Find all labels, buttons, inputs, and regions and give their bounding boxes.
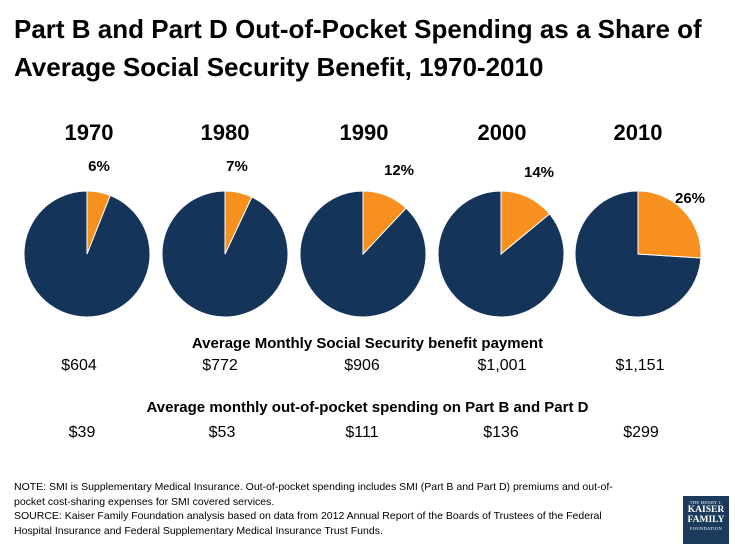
oop-value-1990: $111 [345,424,379,441]
pie-charts: 6% 7% 12% 14% 26% [23,158,705,318]
year-label-1980: 1980 [200,120,250,145]
benefit-heading: Average Monthly Social Security benefit … [191,335,544,352]
pie-slice-oop-2010 [637,190,702,259]
note-line-1: NOTE: SMI is Supplementary Medical Insur… [14,481,613,493]
footnote: NOTE: SMI is Supplementary Medical Insur… [14,480,654,538]
pie-label-2000: 14% [524,164,554,181]
oop-value-1980: $53 [208,424,236,441]
oop-value-1970: $39 [68,424,96,441]
note-line-2: pocket cost-sharing expenses for SMI cov… [14,495,275,508]
benefit-value-1980: $772 [202,357,238,374]
logo-line-1: THE HENRY J. [689,500,723,505]
year-label-2010: 2010 [613,120,663,145]
logo-line-4: FOUNDATION [690,526,722,531]
logo-line-3: FAMILY [687,515,725,525]
source-line-2: Hospital Insurance and Federal Supplemen… [14,524,383,537]
pie-slice-oop-1980 [224,190,253,255]
chart-title: Part B and Part D Out-of-Pocket Spending… [14,10,729,86]
year-label-1970: 1970 [64,120,114,145]
pie-slice-oop-2000 [500,190,551,256]
pie-slice-oop-1970 [86,190,111,255]
oop-value-2000: $136 [483,424,519,441]
oop-value-2010: $299 [623,424,659,441]
pie-label-1970: 6% [88,158,110,175]
kaiser-family-foundation-logo: THE HENRY J. KAISER FAMILY FOUNDATION [683,496,729,544]
benefit-value-1990: $906 [344,357,380,374]
pie-label-1980: 7% [226,158,248,175]
source-line-1: SOURCE: Kaiser Family Foundation analysi… [14,510,602,522]
benefit-value-1970: $604 [61,357,97,374]
pie-label-1990: 12% [384,162,414,179]
benefit-value-2010: $1,151 [615,357,665,374]
chart-title-line-2: Average Social Security Benefit, 1970-20… [14,52,544,82]
benefit-value-2000: $1,001 [477,357,527,374]
oop-heading: Average monthly out-of-pocket spending o… [146,399,589,416]
pie-label-2010: 26% [675,190,705,207]
chart-title-line-1: Part B and Part D Out-of-Pocket Spending… [14,14,702,44]
pie-slice-oop-1990 [362,190,407,256]
logo-line-2: KAISER [687,505,725,515]
year-label-1990: 1990 [339,120,389,145]
year-label-2000: 2000 [477,120,527,145]
